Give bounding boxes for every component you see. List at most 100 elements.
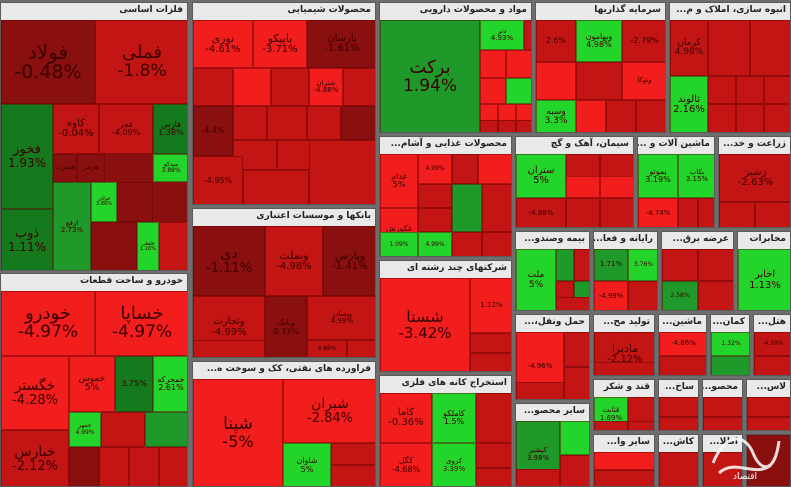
stock-tile[interactable]: خساپا -4.97% — [95, 291, 187, 356]
stock-tile[interactable]: دی -1.11% — [193, 226, 265, 296]
stock-tile[interactable] — [476, 468, 511, 486]
stock-tile[interactable] — [159, 222, 187, 270]
stock-tile[interactable] — [347, 340, 375, 357]
stock-tile[interactable]: کرمان 4.98% — [670, 20, 708, 76]
stock-tile[interactable]: ثالوند 2.16% — [670, 76, 708, 132]
stock-tile[interactable] — [628, 281, 657, 310]
stock-tile[interactable]: شبران -2.84% — [283, 379, 375, 443]
stock-tile[interactable] — [711, 356, 749, 375]
stock-tile[interactable]: خموس 5% — [69, 356, 115, 412]
stock-tile[interactable]: کگل -4.68% — [380, 443, 432, 486]
stock-tile[interactable]: 1.12% — [470, 278, 511, 333]
stock-tile[interactable]: غدام 5% — [380, 154, 418, 208]
stock-tile[interactable] — [747, 435, 790, 486]
stock-tile[interactable]: وتوکا — [622, 62, 665, 100]
stock-tile[interactable] — [470, 353, 511, 371]
stock-tile[interactable] — [747, 417, 790, 430]
stock-tile[interactable] — [600, 198, 633, 227]
stock-tile[interactable]: فسرب — [53, 154, 77, 182]
sector-header[interactable]: هتل... — [754, 315, 790, 332]
stock-tile[interactable] — [101, 412, 145, 447]
sector-header[interactable]: سیمان، آهک و گچ — [516, 137, 633, 154]
stock-tile[interactable]: خبارس -2.12% — [1, 430, 69, 486]
sector-header[interactable]: مواد و محصولات دارویی — [380, 3, 531, 20]
sector-header[interactable]: خودرو و ساخت قطعات — [1, 274, 187, 291]
stock-tile[interactable] — [341, 106, 375, 140]
sector-header[interactable]: بیمه وصندو... — [516, 232, 589, 249]
stock-tile[interactable] — [764, 104, 790, 132]
stock-tile[interactable]: -4.86% — [659, 332, 706, 356]
stock-tile[interactable] — [498, 120, 516, 132]
sector-header[interactable]: فراورده های نفتی، کک و سوخت ه... — [193, 362, 375, 379]
stock-tile[interactable]: 1.32% — [711, 332, 749, 356]
stock-tile[interactable] — [755, 202, 790, 227]
stock-tile[interactable]: وسبه 3.3% — [536, 100, 576, 132]
sector-header[interactable]: سایر وا... — [594, 435, 654, 452]
stock-tile[interactable] — [117, 182, 153, 222]
stock-tile[interactable] — [556, 249, 574, 281]
stock-tile[interactable] — [193, 340, 265, 357]
stock-tile[interactable] — [536, 62, 576, 100]
stock-tile[interactable] — [129, 447, 159, 486]
sector-header[interactable]: بانکها و موسسات اعتباری — [193, 209, 375, 226]
stock-tile[interactable]: شپنا -5% — [193, 379, 283, 486]
stock-tile[interactable] — [267, 106, 307, 140]
stock-tile[interactable]: پارسان -1.61% — [307, 20, 375, 68]
sector-header[interactable]: حمل ونقل،... — [516, 315, 589, 332]
stock-tile[interactable] — [482, 232, 511, 256]
sector-header[interactable]: رایانه و فعا... — [594, 232, 657, 249]
stock-tile[interactable]: برکت 1.94% — [380, 20, 480, 132]
stock-tile[interactable]: فلطی 1.16% — [137, 222, 159, 270]
stock-tile[interactable]: کروی 3.39% — [432, 443, 476, 486]
stock-tile[interactable] — [703, 397, 742, 417]
stock-tile[interactable] — [574, 249, 589, 281]
stock-tile[interactable] — [566, 176, 600, 198]
stock-tile[interactable]: زشیر -2.63% — [719, 154, 790, 202]
stock-tile[interactable] — [564, 367, 589, 399]
sector-header[interactable]: زراعت و خد... — [719, 137, 790, 154]
stock-tile[interactable]: ذوب 1.11% — [1, 209, 53, 270]
stock-tile[interactable] — [628, 421, 654, 430]
stock-tile[interactable]: هرمز — [77, 154, 105, 182]
stock-tile[interactable]: -4.98% — [516, 198, 566, 227]
stock-tile[interactable] — [418, 208, 452, 232]
stock-tile[interactable] — [754, 356, 790, 375]
stock-tile[interactable] — [331, 443, 375, 465]
stock-tile[interactable] — [594, 362, 654, 375]
sector-header[interactable]: کمان... — [711, 315, 749, 332]
stock-tile[interactable]: خودرو -4.97% — [1, 291, 95, 356]
stock-tile[interactable]: کاما -0.36% — [380, 393, 432, 443]
stock-tile[interactable]: 3.76% — [628, 249, 657, 281]
stock-tile[interactable] — [659, 452, 698, 486]
stock-tile[interactable] — [159, 447, 187, 486]
stock-tile[interactable]: بموتو 3.19% — [638, 154, 678, 198]
stock-tile[interactable]: ارفع 2.73% — [53, 182, 91, 270]
stock-tile[interactable] — [719, 202, 755, 227]
stock-tile[interactable] — [662, 249, 698, 281]
stock-tile[interactable] — [566, 198, 600, 227]
sector-header[interactable]: استخراج کانه های فلزی — [380, 376, 511, 393]
stock-tile[interactable]: خمحرکه 2.61% — [153, 356, 187, 412]
stock-tile[interactable] — [516, 120, 531, 132]
sector-header[interactable]: محصو... — [703, 380, 742, 397]
stock-tile[interactable] — [476, 443, 511, 468]
stock-tile[interactable]: ملت 5% — [516, 249, 556, 310]
sector-header[interactable]: ماشین... — [659, 315, 706, 332]
stock-tile[interactable] — [659, 356, 706, 375]
stock-tile[interactable]: وبصادر 4.99% — [307, 296, 375, 340]
stock-tile[interactable] — [307, 106, 341, 140]
stock-tile[interactable] — [703, 417, 742, 430]
stock-tile[interactable]: ستران 5% — [516, 154, 566, 198]
sector-header[interactable]: لاس... — [747, 380, 790, 397]
stock-tile[interactable] — [516, 469, 560, 486]
sector-header[interactable]: انبوه سازی، املاک و م... — [670, 3, 790, 20]
stock-tile[interactable] — [470, 333, 511, 353]
stock-tile[interactable] — [476, 393, 511, 443]
sector-header[interactable]: شرکتهای چند رشته ای — [380, 261, 511, 278]
stock-tile[interactable] — [736, 104, 764, 132]
stock-tile[interactable] — [708, 104, 736, 132]
sector-header[interactable]: ماشین آلات و ... — [638, 137, 714, 154]
stock-tile[interactable] — [331, 465, 375, 486]
stock-tile[interactable] — [576, 62, 622, 100]
stock-tile[interactable] — [343, 68, 375, 106]
